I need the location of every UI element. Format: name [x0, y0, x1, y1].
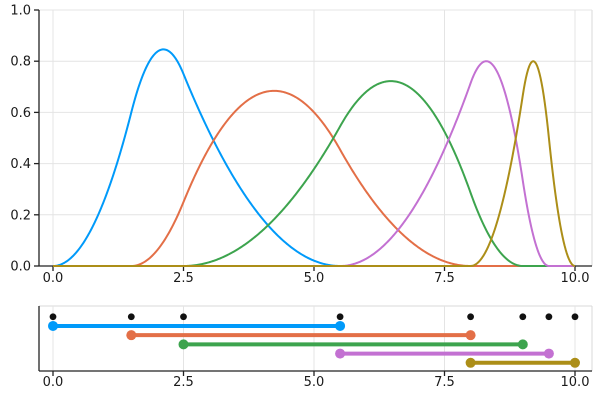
bottom-x-tick-label: 2.5	[173, 375, 194, 390]
bottom-x-tick-label: 7.5	[434, 375, 455, 390]
top-y-tick-label: 0.6	[10, 106, 31, 121]
bottom-x-tick-label: 5.0	[304, 375, 325, 390]
knot-dot	[467, 313, 474, 321]
knot-dot	[127, 313, 135, 321]
endpoint-span-5-right	[570, 357, 580, 368]
top-y-tick-label: 0.4	[10, 157, 31, 172]
top-x-tick-label: 5.0	[304, 271, 325, 286]
curve-basis-5	[53, 60, 576, 267]
endpoint-span-4-left	[335, 348, 346, 359]
knot-dot	[336, 313, 344, 321]
endpoint-span-1-left	[48, 320, 58, 331]
top-y-tick-label: 0.2	[10, 208, 31, 223]
bottom-x-tick-label: 0.0	[43, 375, 64, 390]
top-y-tick-label: 1.0	[10, 4, 31, 19]
top-x-tick-label: 10.0	[561, 271, 590, 286]
endpoint-span-5-left	[465, 357, 476, 368]
endpoint-span-3-left	[178, 339, 189, 350]
knot-dot	[519, 313, 527, 321]
top-y-tick-label: 0.0	[10, 260, 31, 275]
endpoint-span-1-right	[335, 320, 346, 331]
bottom-x-tick-label: 10.0	[561, 375, 590, 390]
endpoint-span-2-left	[126, 330, 137, 341]
top-x-tick-label: 2.5	[173, 271, 194, 286]
endpoint-span-2-right	[465, 330, 476, 341]
curve-basis-2	[53, 89, 575, 267]
knot-dot	[545, 313, 553, 321]
knot-dot	[49, 313, 57, 321]
top-y-tick-label: 0.8	[10, 55, 31, 70]
endpoint-span-3-right	[517, 339, 528, 350]
endpoint-span-4-right	[543, 348, 554, 359]
knot-dot	[571, 313, 579, 321]
top-x-tick-label: 0.0	[43, 271, 64, 286]
top-x-tick-label: 7.5	[434, 271, 455, 286]
knot-dot	[180, 313, 187, 321]
